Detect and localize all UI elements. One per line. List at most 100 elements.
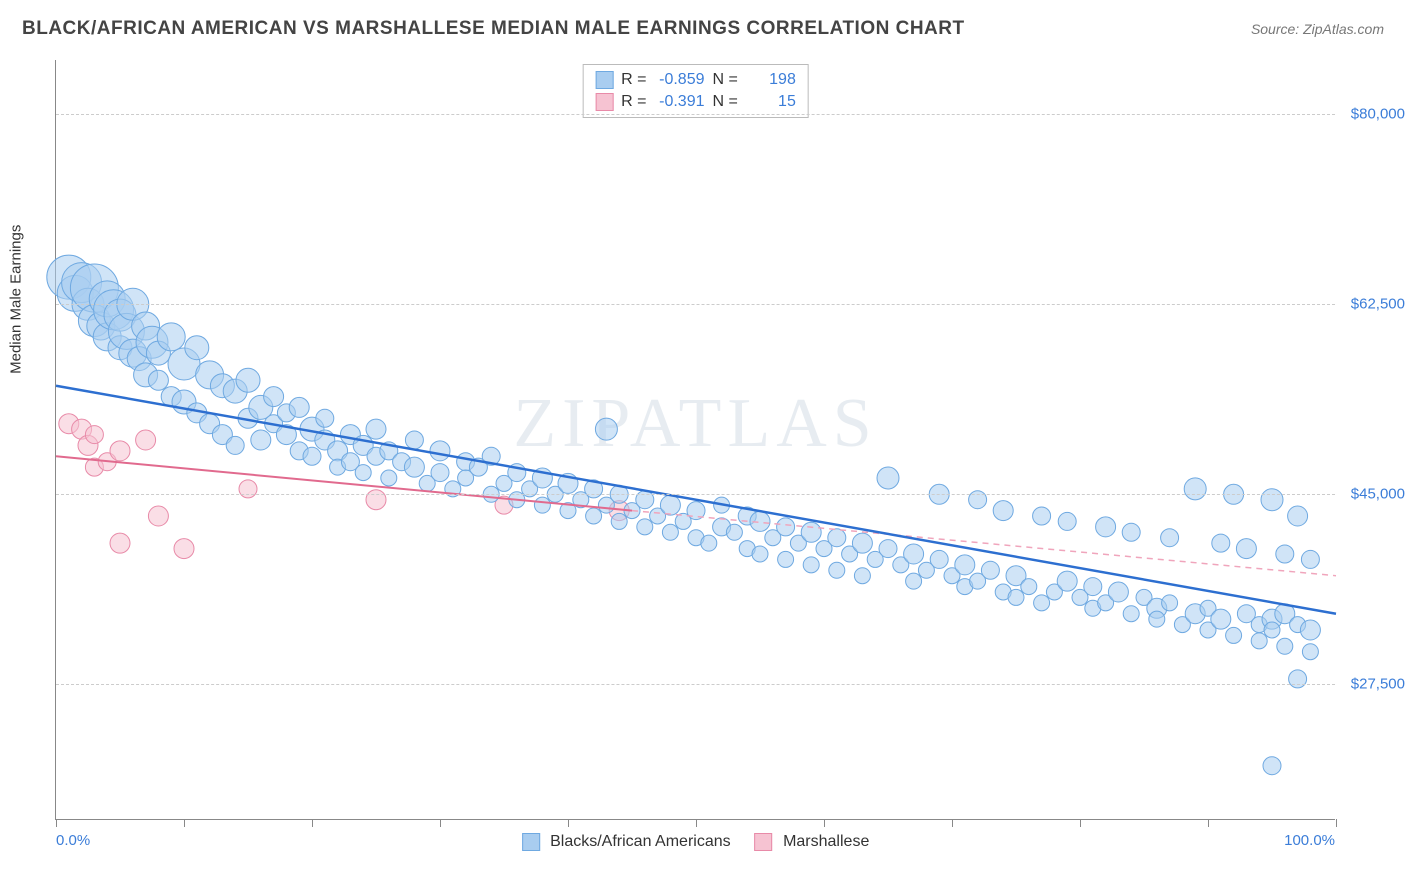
legend-bottom: Blacks/African Americans Marshallese xyxy=(522,833,870,851)
data-point xyxy=(1251,633,1267,649)
data-point xyxy=(1058,512,1076,530)
data-point xyxy=(1108,582,1128,602)
gridline xyxy=(56,304,1335,305)
data-point xyxy=(289,397,309,417)
data-point xyxy=(701,535,717,551)
data-point xyxy=(637,519,653,535)
data-point xyxy=(1263,757,1281,775)
data-point xyxy=(1162,595,1178,611)
data-point xyxy=(854,568,870,584)
x-tick xyxy=(1080,819,1081,827)
stats-row-2: R = -0.391 N = 15 xyxy=(595,91,796,113)
source-label: Source: ZipAtlas.com xyxy=(1251,21,1384,37)
gridline xyxy=(56,494,1335,495)
legend-item-2: Marshallese xyxy=(755,833,870,851)
data-point xyxy=(611,513,627,529)
data-point xyxy=(534,497,550,513)
data-point xyxy=(1277,638,1293,654)
stats-r-label-1: R = xyxy=(621,71,646,89)
chart-area: ZIPATLAS Median Male Earnings R = -0.859… xyxy=(55,60,1385,820)
data-point xyxy=(136,430,156,450)
data-point xyxy=(366,490,386,510)
x-tick xyxy=(312,819,313,827)
data-point xyxy=(148,370,168,390)
data-point xyxy=(1122,523,1140,541)
legend-swatch-2 xyxy=(755,833,773,851)
data-point xyxy=(726,524,742,540)
data-point xyxy=(110,533,130,553)
x-axis-max-label: 100.0% xyxy=(1284,832,1335,849)
data-point xyxy=(981,561,999,579)
x-tick xyxy=(1336,819,1337,827)
data-point xyxy=(404,457,424,477)
data-point xyxy=(904,544,924,564)
data-point xyxy=(660,495,680,515)
chart-title: BLACK/AFRICAN AMERICAN VS MARSHALLESE ME… xyxy=(22,18,965,40)
data-point xyxy=(877,467,899,489)
data-point xyxy=(1302,644,1318,660)
legend-label-2: Marshallese xyxy=(783,833,869,850)
data-point xyxy=(801,522,821,542)
data-point xyxy=(157,323,185,351)
chart-svg xyxy=(56,60,1335,819)
trend-line xyxy=(56,386,1336,614)
data-point xyxy=(251,430,271,450)
data-point xyxy=(1021,579,1037,595)
y-tick-label: $45,000 xyxy=(1351,486,1405,503)
data-point xyxy=(1211,609,1231,629)
data-point xyxy=(303,447,321,465)
x-tick xyxy=(184,819,185,827)
data-point xyxy=(829,562,845,578)
data-point xyxy=(930,550,948,568)
data-point xyxy=(595,418,617,440)
data-point xyxy=(1096,517,1116,537)
plot-area: ZIPATLAS Median Male Earnings R = -0.859… xyxy=(55,60,1335,820)
data-point xyxy=(148,506,168,526)
x-tick xyxy=(440,819,441,827)
data-point xyxy=(316,409,334,427)
x-tick xyxy=(824,819,825,827)
data-point xyxy=(110,441,130,461)
data-point xyxy=(264,387,284,407)
data-point xyxy=(803,557,819,573)
x-tick xyxy=(568,819,569,827)
stats-row-1: R = -0.859 N = 198 xyxy=(595,69,796,91)
data-point xyxy=(752,546,768,562)
data-point xyxy=(1008,589,1024,605)
stats-n-value-2: 15 xyxy=(746,93,796,111)
legend-label-1: Blacks/African Americans xyxy=(550,833,731,850)
data-point xyxy=(879,540,897,558)
data-point xyxy=(430,441,450,461)
y-tick-label: $80,000 xyxy=(1351,106,1405,123)
data-point xyxy=(1226,627,1242,643)
data-point xyxy=(906,573,922,589)
stats-swatch-2 xyxy=(595,93,613,111)
gridline xyxy=(56,114,1335,115)
data-point xyxy=(1034,595,1050,611)
data-point xyxy=(355,465,371,481)
stats-legend: R = -0.859 N = 198 R = -0.391 N = 15 xyxy=(582,64,809,118)
data-point xyxy=(1236,539,1256,559)
data-point xyxy=(852,533,872,553)
data-point xyxy=(993,501,1013,521)
data-point xyxy=(777,518,795,536)
data-point xyxy=(955,555,975,575)
data-point xyxy=(662,524,678,540)
data-point xyxy=(1123,606,1139,622)
data-point xyxy=(1033,507,1051,525)
data-point xyxy=(778,551,794,567)
data-point xyxy=(1288,506,1308,526)
x-axis-min-label: 0.0% xyxy=(56,832,90,849)
data-point xyxy=(381,470,397,486)
data-point xyxy=(236,368,260,392)
stats-n-label-1: N = xyxy=(713,71,738,89)
gridline xyxy=(56,684,1335,685)
stats-swatch-1 xyxy=(595,71,613,89)
x-tick xyxy=(696,819,697,827)
data-point xyxy=(431,464,449,482)
data-point xyxy=(1261,489,1283,511)
stats-r-value-1: -0.859 xyxy=(655,71,705,89)
x-tick xyxy=(1208,819,1209,827)
data-point xyxy=(1264,622,1280,638)
data-point xyxy=(226,436,244,454)
